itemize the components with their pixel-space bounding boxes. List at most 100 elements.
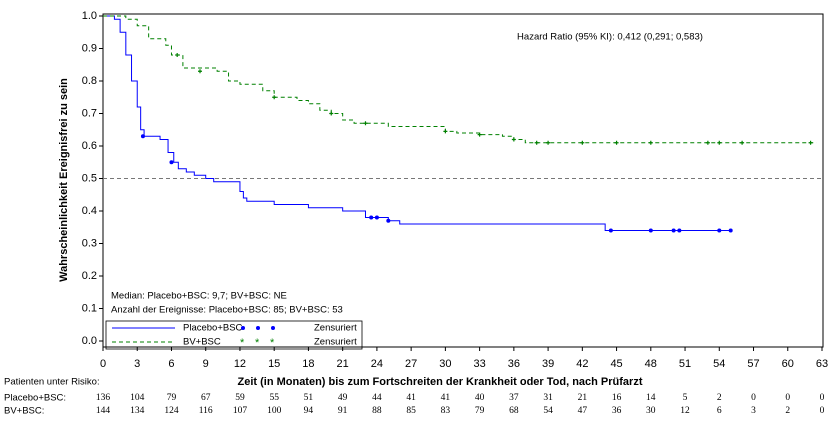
x-tick-label: 9 <box>203 358 209 370</box>
x-tick-label: 12 <box>234 358 246 370</box>
risk-count: 37 <box>509 393 519 403</box>
x-tick-label: 27 <box>405 358 417 370</box>
x-tick-label: 3 <box>134 358 140 370</box>
x-tick-label: 6 <box>168 358 174 370</box>
x-tick-label: 0 <box>100 358 106 370</box>
risk-count: 94 <box>304 406 314 416</box>
x-tick-label: 18 <box>302 358 314 370</box>
x-tick-label: 39 <box>542 358 554 370</box>
risk-count: 91 <box>338 406 348 416</box>
risk-count: 0 <box>785 393 790 403</box>
censor-mark <box>808 140 813 145</box>
censor-mark <box>648 140 653 145</box>
y-tick-label: 0.9 <box>82 42 97 54</box>
risk-count: 12 <box>680 406 690 416</box>
risk-count: 85 <box>406 406 416 416</box>
censor-mark <box>705 140 710 145</box>
y-tick-label: 1.0 <box>82 10 97 22</box>
risk-count: 51 <box>304 393 314 403</box>
x-axis-label: Zeit (in Monaten) bis zum Fortschreiten … <box>237 376 642 388</box>
risk-count: 49 <box>338 393 348 403</box>
x-tick-label: 15 <box>268 358 280 370</box>
svg-text:*: * <box>240 337 245 349</box>
y-tick-label: 0.5 <box>82 172 97 184</box>
x-tick-label: 24 <box>371 358 383 370</box>
x-tick-label: 63 <box>816 358 828 370</box>
risk-count: 55 <box>269 393 279 403</box>
risk-count: 79 <box>167 393 177 403</box>
censor-mark <box>677 228 682 233</box>
censor-mark <box>546 140 551 145</box>
plot-frame <box>102 13 824 348</box>
legend-box <box>105 320 363 350</box>
legend-label: BV+BSC <box>183 337 221 348</box>
svg-text:*: * <box>270 337 275 349</box>
censor-mark <box>717 140 722 145</box>
censor-mark <box>175 53 180 57</box>
risk-count: 3 <box>751 406 756 416</box>
x-tick-label: 48 <box>645 358 657 370</box>
risk-count: 30 <box>646 406 656 416</box>
censor-mark <box>198 69 203 74</box>
x-tick-label: 51 <box>679 358 691 370</box>
censor-mark <box>671 228 676 233</box>
risk-row-label: Placebo+BSC: <box>4 393 66 404</box>
y-tick-label: 0.8 <box>82 75 97 87</box>
risk-count: 36 <box>612 406 622 416</box>
risk-count: 2 <box>717 393 722 403</box>
censor-mark <box>140 134 145 139</box>
censor-mark <box>386 218 391 223</box>
risk-count: 67 <box>201 393 211 403</box>
risk-count: 16 <box>612 393 622 403</box>
y-tick-label: 0.0 <box>82 335 97 347</box>
y-tick-label: 0.2 <box>82 270 97 282</box>
y-tick-label: 0.7 <box>82 107 97 119</box>
median-text: Median: Placebo+BSC: 9,7; BV+BSC: NE <box>111 291 287 302</box>
censor-mark <box>477 132 482 137</box>
y-tick-label: 0.6 <box>82 140 97 152</box>
survival-curve <box>103 15 731 231</box>
risk-count: 104 <box>130 393 145 403</box>
legend-label: Zensuriert <box>314 323 357 334</box>
x-tick-label: 57 <box>747 358 759 370</box>
y-tick-label: 0.1 <box>82 302 97 314</box>
risk-count: 0 <box>751 393 756 403</box>
risk-count: 47 <box>578 406 588 416</box>
events-text: Anzahl der Ereignisse: Placebo+BSC: 85; … <box>111 305 343 316</box>
risk-count: 68 <box>509 406 519 416</box>
y-tick-label: 0.3 <box>82 237 97 249</box>
censor-mark <box>272 95 277 100</box>
hazard-ratio: Hazard Ratio (95% KI): 0,412 (0,291; 0,5… <box>517 32 703 43</box>
censor-mark <box>608 228 613 233</box>
x-tick-label: 30 <box>439 358 451 370</box>
risk-count: 44 <box>372 393 382 403</box>
risk-count: 5 <box>683 393 688 403</box>
risk-count: 88 <box>372 406 382 416</box>
risk-title: Patienten unter Risiko: <box>4 377 100 388</box>
censor-mark <box>614 140 619 145</box>
risk-count: 0 <box>820 393 825 403</box>
legend-label: Zensuriert <box>314 337 357 348</box>
legend-symbols <box>241 326 275 330</box>
x-tick-label: 36 <box>508 358 520 370</box>
censor-mark <box>511 137 516 142</box>
censor-mark <box>740 140 745 145</box>
risk-count: 54 <box>543 406 553 416</box>
censor-mark <box>580 140 585 145</box>
risk-count: 41 <box>406 393 416 403</box>
y-axis-label: Wahrscheinlichkeit Ereignisfrei zu sein <box>58 78 70 282</box>
risk-count: 83 <box>441 406 451 416</box>
risk-count: 2 <box>785 406 790 416</box>
risk-count: 14 <box>646 393 656 403</box>
x-tick-label: 42 <box>576 358 588 370</box>
x-tick-label: 60 <box>782 358 794 370</box>
risk-count: 6 <box>717 406 722 416</box>
svg-text:*: * <box>255 337 260 349</box>
risk-count: 100 <box>267 406 282 416</box>
censor-mark <box>169 160 174 165</box>
y-tick-label: 0.4 <box>82 205 97 217</box>
risk-row-label: BV+BSC: <box>4 406 44 417</box>
censor-mark <box>443 129 448 134</box>
x-tick-label: 45 <box>610 358 622 370</box>
